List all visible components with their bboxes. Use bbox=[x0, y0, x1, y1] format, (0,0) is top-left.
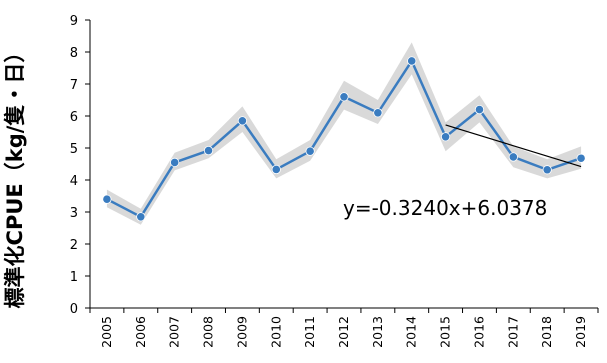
data-point bbox=[542, 165, 552, 175]
x-tick-label: 2018 bbox=[539, 316, 554, 348]
label-layer: 0 1 2 3 4 5 6 7 8 9 2005 2006 2007 2008 2009 2010 2011 20… bbox=[3, 14, 588, 348]
trendline-layer bbox=[445, 124, 582, 168]
data-point bbox=[203, 145, 214, 156]
data-point bbox=[508, 152, 518, 162]
y-tick-label: 4 bbox=[70, 174, 78, 189]
y-tick-label: 7 bbox=[70, 78, 78, 93]
y-tick-label: 6 bbox=[70, 110, 78, 125]
x-tick-label: 2014 bbox=[404, 316, 419, 348]
data-point bbox=[474, 105, 485, 115]
x-tick-label: 2015 bbox=[438, 316, 453, 348]
y-tick-label: 2 bbox=[70, 238, 78, 253]
x-tick-label: 2008 bbox=[201, 316, 216, 348]
x-tick-label: 2013 bbox=[370, 316, 385, 348]
trendline bbox=[445, 124, 582, 168]
x-tick-label: 2012 bbox=[336, 316, 351, 348]
data-point bbox=[305, 146, 315, 156]
x-tick-label: 2017 bbox=[505, 316, 520, 348]
data-point bbox=[170, 157, 180, 167]
x-tick-label: 2007 bbox=[167, 316, 182, 348]
x-tick-label: 2010 bbox=[268, 316, 283, 348]
x-tick-label: 2011 bbox=[302, 316, 317, 348]
y-tick-label: 1 bbox=[70, 270, 78, 285]
axis-layer bbox=[85, 19, 599, 313]
trendline-equation: y=-0.3240x+6.0378 bbox=[343, 196, 547, 220]
data-point bbox=[407, 56, 417, 66]
y-tick-label: 0 bbox=[70, 302, 78, 317]
series-layer bbox=[102, 56, 586, 222]
data-point bbox=[339, 92, 349, 102]
x-tick-label: 2005 bbox=[99, 316, 114, 348]
x-tick-label: 2016 bbox=[471, 316, 486, 348]
data-point bbox=[237, 116, 247, 126]
x-tick-label: 2006 bbox=[133, 316, 148, 348]
y-tick-label: 5 bbox=[70, 142, 78, 157]
y-tick-label: 8 bbox=[70, 46, 78, 61]
y-tick-label: 9 bbox=[70, 14, 78, 29]
y-axis-title: 標準化CPUE（kg/隻・日） bbox=[3, 42, 27, 309]
y-tick-label: 3 bbox=[70, 206, 78, 221]
x-tick-label: 2009 bbox=[234, 316, 249, 348]
data-point bbox=[576, 153, 586, 163]
data-point bbox=[271, 164, 281, 175]
x-tick-label: 2019 bbox=[573, 316, 588, 348]
data-point bbox=[136, 212, 146, 222]
data-point bbox=[373, 108, 383, 118]
data-point bbox=[440, 132, 451, 142]
data-point bbox=[102, 194, 112, 204]
